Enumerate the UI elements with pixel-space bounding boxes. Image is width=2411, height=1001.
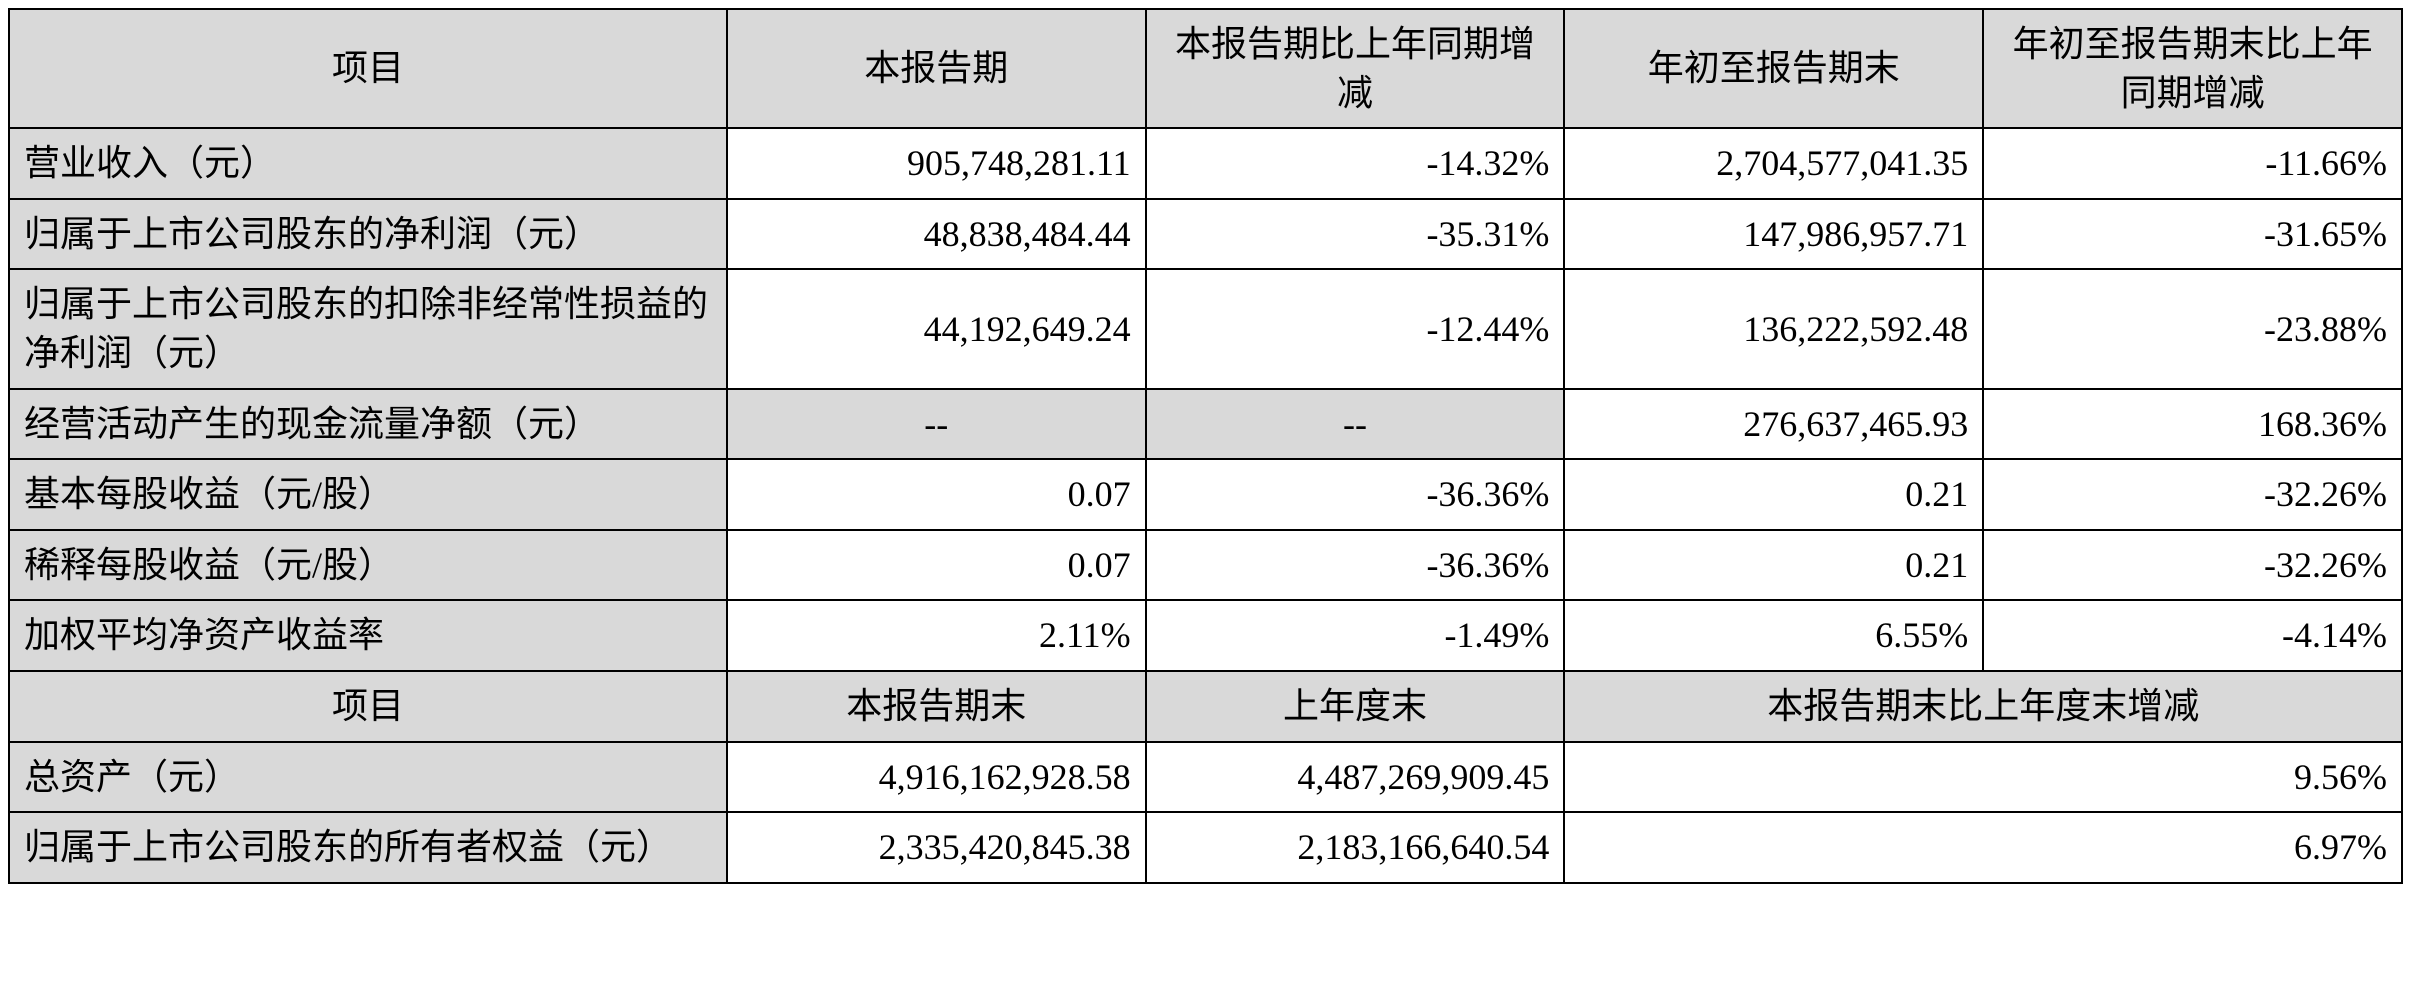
- cell-value: -1.49%: [1146, 600, 1565, 671]
- table-row: 加权平均净资产收益率 2.11% -1.49% 6.55% -4.14%: [9, 600, 2402, 671]
- cell-value: -36.36%: [1146, 530, 1565, 601]
- cell-value: -32.26%: [1983, 459, 2402, 530]
- table-row: 归属于上市公司股东的扣除非经常性损益的净利润（元） 44,192,649.24 …: [9, 269, 2402, 388]
- table-row: 基本每股收益（元/股） 0.07 -36.36% 0.21 -32.26%: [9, 459, 2402, 530]
- cell-value: 44,192,649.24: [727, 269, 1146, 388]
- cell-value: 2,183,166,640.54: [1146, 812, 1565, 883]
- row-label: 营业收入（元）: [9, 128, 727, 199]
- cell-value: 6.97%: [1564, 812, 2402, 883]
- table-subheader-row: 项目 本报告期末 上年度末 本报告期末比上年度末增减: [9, 671, 2402, 742]
- cell-value: -12.44%: [1146, 269, 1565, 388]
- row-label: 稀释每股收益（元/股）: [9, 530, 727, 601]
- cell-value: 147,986,957.71: [1564, 199, 1983, 270]
- col-ytd: 年初至报告期末: [1564, 9, 1983, 128]
- cell-value: 0.07: [727, 530, 1146, 601]
- table-row: 经营活动产生的现金流量净额（元） -- -- 276,637,465.93 16…: [9, 389, 2402, 460]
- cell-value: 9.56%: [1564, 742, 2402, 813]
- col-period-end: 本报告期末: [727, 671, 1146, 742]
- financial-table: 项目 本报告期 本报告期比上年同期增减 年初至报告期末 年初至报告期末比上年同期…: [8, 8, 2403, 884]
- cell-value: 136,222,592.48: [1564, 269, 1983, 388]
- col-current-period: 本报告期: [727, 9, 1146, 128]
- col-yoy-change: 本报告期比上年同期增减: [1146, 9, 1565, 128]
- table-row: 营业收入（元） 905,748,281.11 -14.32% 2,704,577…: [9, 128, 2402, 199]
- cell-value: 6.55%: [1564, 600, 1983, 671]
- cell-value: 2,335,420,845.38: [727, 812, 1146, 883]
- table-row: 归属于上市公司股东的所有者权益（元） 2,335,420,845.38 2,18…: [9, 812, 2402, 883]
- cell-value: -11.66%: [1983, 128, 2402, 199]
- table-row: 总资产（元） 4,916,162,928.58 4,487,269,909.45…: [9, 742, 2402, 813]
- row-label: 归属于上市公司股东的扣除非经常性损益的净利润（元）: [9, 269, 727, 388]
- cell-value: 905,748,281.11: [727, 128, 1146, 199]
- cell-value: 4,916,162,928.58: [727, 742, 1146, 813]
- row-label: 基本每股收益（元/股）: [9, 459, 727, 530]
- cell-value: 0.21: [1564, 459, 1983, 530]
- cell-value: -14.32%: [1146, 128, 1565, 199]
- col-ytd-yoy-change: 年初至报告期末比上年同期增减: [1983, 9, 2402, 128]
- cell-value: --: [1146, 389, 1565, 460]
- table-row: 归属于上市公司股东的净利润（元） 48,838,484.44 -35.31% 1…: [9, 199, 2402, 270]
- cell-value: -4.14%: [1983, 600, 2402, 671]
- col-end-change: 本报告期末比上年度末增减: [1564, 671, 2402, 742]
- col-item: 项目: [9, 671, 727, 742]
- col-prev-year-end: 上年度末: [1146, 671, 1565, 742]
- table-header-row: 项目 本报告期 本报告期比上年同期增减 年初至报告期末 年初至报告期末比上年同期…: [9, 9, 2402, 128]
- cell-value: 2.11%: [727, 600, 1146, 671]
- col-item: 项目: [9, 9, 727, 128]
- cell-value: 276,637,465.93: [1564, 389, 1983, 460]
- cell-value: -36.36%: [1146, 459, 1565, 530]
- cell-value: -32.26%: [1983, 530, 2402, 601]
- row-label: 经营活动产生的现金流量净额（元）: [9, 389, 727, 460]
- cell-value: --: [727, 389, 1146, 460]
- cell-value: -35.31%: [1146, 199, 1565, 270]
- cell-value: 168.36%: [1983, 389, 2402, 460]
- cell-value: 48,838,484.44: [727, 199, 1146, 270]
- cell-value: 2,704,577,041.35: [1564, 128, 1983, 199]
- row-label: 总资产（元）: [9, 742, 727, 813]
- table-row: 稀释每股收益（元/股） 0.07 -36.36% 0.21 -32.26%: [9, 530, 2402, 601]
- cell-value: -31.65%: [1983, 199, 2402, 270]
- cell-value: 4,487,269,909.45: [1146, 742, 1565, 813]
- cell-value: 0.21: [1564, 530, 1983, 601]
- row-label: 加权平均净资产收益率: [9, 600, 727, 671]
- cell-value: -23.88%: [1983, 269, 2402, 388]
- row-label: 归属于上市公司股东的所有者权益（元）: [9, 812, 727, 883]
- cell-value: 0.07: [727, 459, 1146, 530]
- row-label: 归属于上市公司股东的净利润（元）: [9, 199, 727, 270]
